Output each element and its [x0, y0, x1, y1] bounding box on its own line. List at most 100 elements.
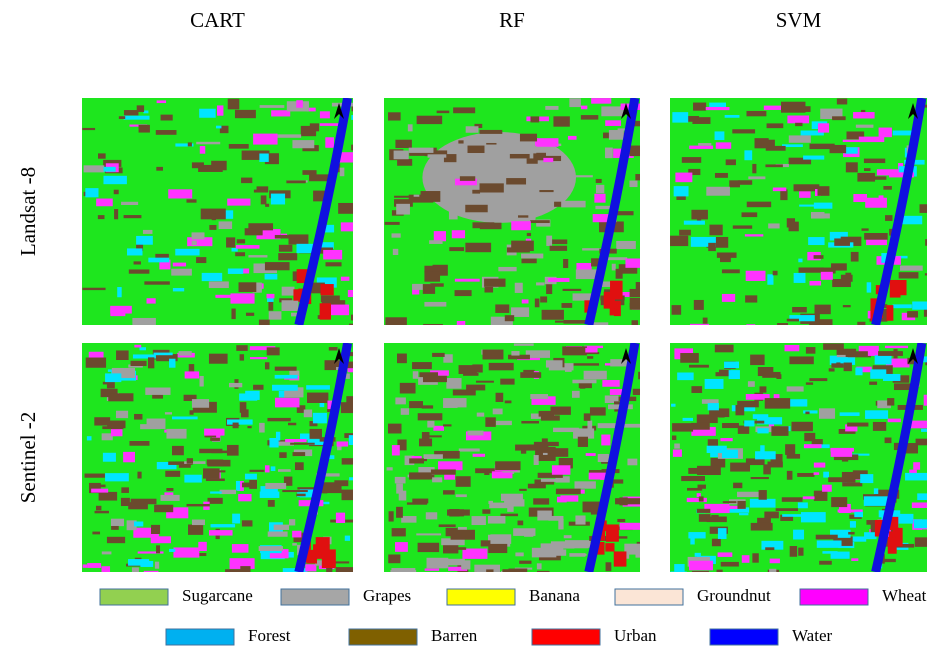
map-patch	[203, 468, 220, 478]
map-patch	[476, 381, 494, 383]
map-patch	[672, 435, 676, 440]
map-patch	[774, 394, 780, 398]
map-patch	[790, 546, 797, 557]
urban-patch	[889, 531, 896, 537]
map-patch	[683, 418, 693, 421]
map-patch	[703, 318, 708, 324]
map-patch	[87, 563, 101, 568]
map-patch	[925, 239, 929, 246]
map-patch	[921, 429, 929, 432]
map-patch	[759, 490, 767, 500]
map-patch	[900, 266, 923, 271]
map-patch	[466, 126, 479, 132]
map-patch	[400, 383, 416, 394]
map-patch	[160, 495, 179, 501]
map-patch	[341, 277, 350, 281]
map-patch	[271, 194, 285, 205]
map-patch	[488, 543, 507, 553]
map-patch	[228, 99, 240, 110]
legend-swatch	[166, 629, 234, 645]
map-patch	[423, 324, 443, 328]
map-patch	[722, 294, 735, 302]
map-patch	[259, 154, 268, 162]
map-patch	[822, 485, 832, 492]
map-patch	[718, 413, 724, 417]
map-patch	[134, 345, 141, 348]
map-patch	[387, 467, 393, 470]
map-patch	[493, 167, 507, 175]
map-patch	[443, 490, 455, 494]
map-patch	[505, 315, 514, 321]
map-patch	[545, 106, 558, 110]
map-patch	[515, 552, 523, 556]
map-patch	[605, 120, 621, 126]
map-patch	[422, 405, 433, 408]
map-patch	[581, 115, 598, 120]
map-patch	[697, 414, 718, 423]
map-patch	[724, 362, 739, 369]
map-patch	[192, 399, 209, 408]
map-patch	[787, 218, 795, 227]
map-patch	[349, 435, 363, 445]
map-patch	[737, 492, 760, 497]
map-patch	[760, 386, 767, 392]
map-patch	[541, 297, 547, 299]
map-patch	[242, 483, 251, 488]
map-patch	[706, 187, 730, 196]
map-patch	[751, 477, 769, 479]
map-patch	[266, 294, 274, 298]
map-patch	[349, 477, 365, 480]
map-patch	[801, 512, 826, 522]
map-patch	[630, 298, 653, 307]
map-patch	[831, 497, 847, 507]
map-patch	[196, 142, 220, 144]
map-patch	[847, 423, 868, 427]
map-patch	[767, 123, 784, 128]
map-patch	[394, 196, 411, 198]
map-patch	[296, 100, 303, 108]
map-patch	[803, 156, 824, 160]
urban-patch	[887, 305, 894, 321]
map-patch	[245, 391, 259, 400]
map-patch	[307, 393, 328, 403]
map-patch	[274, 525, 289, 530]
map-patch	[121, 498, 130, 506]
map-patch	[672, 305, 682, 315]
map-patch	[752, 164, 756, 173]
map-patch	[242, 269, 249, 274]
map-patch	[843, 140, 866, 142]
map-patch	[82, 128, 95, 130]
map-patch	[104, 167, 116, 172]
map-patch	[268, 532, 288, 537]
map-patch	[269, 311, 282, 319]
map-patch	[817, 186, 829, 196]
map-patch	[832, 116, 846, 120]
map-patch	[421, 191, 441, 202]
map-patch	[396, 484, 403, 494]
map-patch	[515, 445, 539, 451]
map-patch	[131, 499, 157, 505]
map-patch	[817, 540, 842, 547]
map-patch	[148, 357, 154, 368]
map-patch	[219, 221, 233, 229]
map-patch	[808, 237, 824, 245]
map-patch	[83, 564, 88, 567]
map-patch	[777, 323, 788, 325]
map-patch	[245, 228, 263, 235]
map-patch	[496, 421, 512, 425]
map-patch	[721, 562, 739, 567]
map-patch	[562, 346, 587, 355]
figure: CARTRFSVMLandsat -8Sentinel -2SugarcaneG…	[0, 0, 929, 648]
map-patch	[129, 269, 150, 273]
map-patch	[392, 233, 401, 237]
map-patch	[748, 381, 755, 387]
map-patch	[680, 353, 699, 363]
map-patch	[389, 511, 394, 521]
map-patch	[94, 417, 110, 425]
map-patch	[803, 410, 817, 413]
map-patch	[629, 181, 637, 188]
map-patch	[722, 450, 738, 458]
map-patch	[502, 569, 523, 576]
map-patch	[472, 364, 482, 372]
map-patch	[385, 222, 400, 225]
